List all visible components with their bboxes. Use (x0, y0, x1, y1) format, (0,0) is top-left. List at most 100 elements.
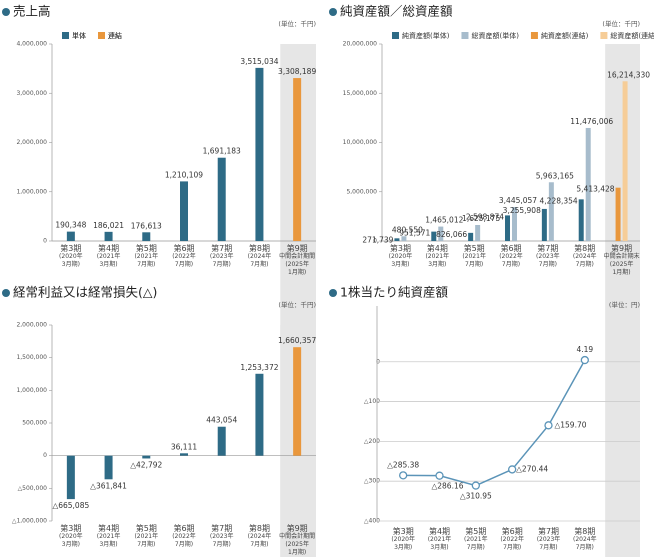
data-label: 4.19 (576, 345, 593, 354)
y-tick-label: 1,000,000 (16, 387, 47, 394)
bar (622, 81, 628, 241)
y-tick-label: 500,000 (22, 420, 47, 427)
y-tick-label: △300 (364, 478, 380, 485)
x-tick-label: 第7期(2023年 7月期) (536, 243, 560, 268)
unit-label: (単位：円) (609, 300, 640, 309)
point (544, 421, 553, 430)
legend-swatch (530, 32, 538, 39)
x-tick-line: 3月期) (62, 540, 80, 548)
chart-title: 経常利益又は経常損失(△) (13, 285, 157, 300)
data-label: 36,111 (171, 442, 197, 451)
data-label: 4,228,354 (540, 196, 578, 205)
bar (142, 232, 151, 241)
x-tick-label: 第5期(2021年 7月期) (134, 243, 158, 268)
bar (475, 224, 481, 241)
point (399, 471, 408, 480)
x-tick-line: (2025年 (285, 540, 309, 548)
x-tick-line: (2024年 (248, 252, 272, 260)
data-label: 3,445,057 (499, 196, 537, 205)
x-tick-line: 第7期 (211, 523, 232, 533)
bar (104, 455, 113, 480)
x-tick-line: 7月期) (502, 260, 520, 268)
y-tick-label: 2,000,000 (16, 139, 47, 146)
x-tick-label: 第8期(2024年 7月期) (248, 243, 272, 268)
legend-swatch (600, 32, 608, 39)
legend-swatch (392, 32, 399, 39)
data-label: 190,348 (55, 221, 86, 230)
data-label: △361,841 (90, 481, 127, 490)
chart-title: 1株当たり純資産額 (340, 285, 448, 300)
x-tick-line: 7月期) (250, 260, 268, 268)
x-tick-line: 3月期) (430, 543, 448, 551)
x-tick-line: 7月期) (576, 260, 594, 268)
bar (615, 187, 621, 241)
x-tick-label: 第3期(2020年 3月期) (389, 243, 413, 268)
y-tick-label: 10,000,000 (343, 139, 378, 146)
x-tick-label: 第9期中間会計期間(2025年 1月期) (279, 243, 315, 276)
data-label: 176,613 (131, 221, 162, 230)
data-label: △310.95 (460, 492, 492, 501)
x-tick-label: 第4期(2021年 3月期) (97, 523, 121, 548)
data-label: △270.44 (516, 464, 548, 473)
x-tick-label: 第5期(2021年 7月期) (464, 526, 488, 551)
legend-label: 純資産額(連結) (541, 31, 589, 40)
x-tick-line: 第6期 (173, 523, 194, 533)
x-tick-line: (2021年 (97, 252, 121, 260)
bar (578, 199, 584, 241)
data-label: 11,476,006 (570, 117, 613, 126)
data-label: △42,792 (130, 460, 162, 469)
x-tick-line: 第9期 (611, 243, 632, 253)
x-tick-line: 第7期 (538, 526, 559, 536)
x-tick-line: (2024年 (573, 535, 597, 543)
x-tick-line: 第4期 (429, 526, 450, 536)
bar (585, 127, 591, 241)
data-label: 1,691,183 (203, 147, 241, 156)
y-tick-label: △100 (364, 398, 380, 405)
x-tick-line: 7月期) (539, 543, 557, 551)
x-tick-line: 3月期) (391, 260, 409, 268)
x-tick-line: 7月期) (503, 543, 521, 551)
point (435, 471, 444, 480)
y-tick-label: 1,500,000 (16, 354, 47, 361)
x-tick-line: 7月期) (175, 260, 193, 268)
x-tick-line: 第8期 (574, 243, 595, 253)
x-tick-line: (2024年 (573, 252, 597, 260)
bar (255, 373, 264, 456)
bar (293, 78, 302, 242)
legend-label: 総資産額(連結) (610, 31, 654, 40)
chart-title: 売上高 (13, 4, 51, 19)
x-tick-line: 第3期 (390, 243, 411, 253)
x-tick-line: (2021年 (134, 252, 158, 260)
bar (217, 426, 226, 456)
x-tick-line: (2020年 (59, 252, 83, 260)
data-label: 3,515,034 (240, 57, 278, 66)
legend-label: 連結 (108, 31, 122, 40)
x-tick-label: 第9期中間会計期末(2025年 1月期) (604, 243, 640, 276)
data-label: 186,021 (93, 221, 124, 230)
x-tick-label: 第8期(2024年 7月期) (573, 243, 597, 268)
y-tick-label: 0 (373, 238, 377, 245)
x-tick-label: 第6期(2022年 7月期) (500, 526, 524, 551)
x-tick-line: 7月期) (250, 540, 268, 548)
bar (255, 67, 264, 241)
data-label: △159.70 (554, 420, 586, 429)
legend-swatch (62, 32, 69, 39)
point (580, 355, 589, 365)
x-tick-label: 第9期中間会計期間(2025年 1月期) (279, 523, 315, 556)
bar (431, 231, 437, 241)
data-label: △286.16 (431, 482, 463, 491)
data-label: 480,550 (392, 225, 423, 234)
x-tick-line: 第5期 (136, 523, 157, 533)
x-tick-line: 第4期 (98, 523, 119, 533)
data-label: 3,255,908 (503, 206, 541, 215)
x-tick-line: 第5期 (136, 243, 157, 253)
x-tick-label: 第3期(2020年 3月期) (391, 526, 415, 551)
x-tick-line: 3月期) (428, 260, 446, 268)
y-tick-label: 3,000,000 (16, 90, 47, 97)
x-tick-line: 第6期 (500, 243, 521, 253)
data-label: 271,739 (362, 235, 393, 244)
point (471, 481, 480, 490)
x-tick-line: 7月期) (467, 543, 485, 551)
bar (541, 208, 547, 241)
